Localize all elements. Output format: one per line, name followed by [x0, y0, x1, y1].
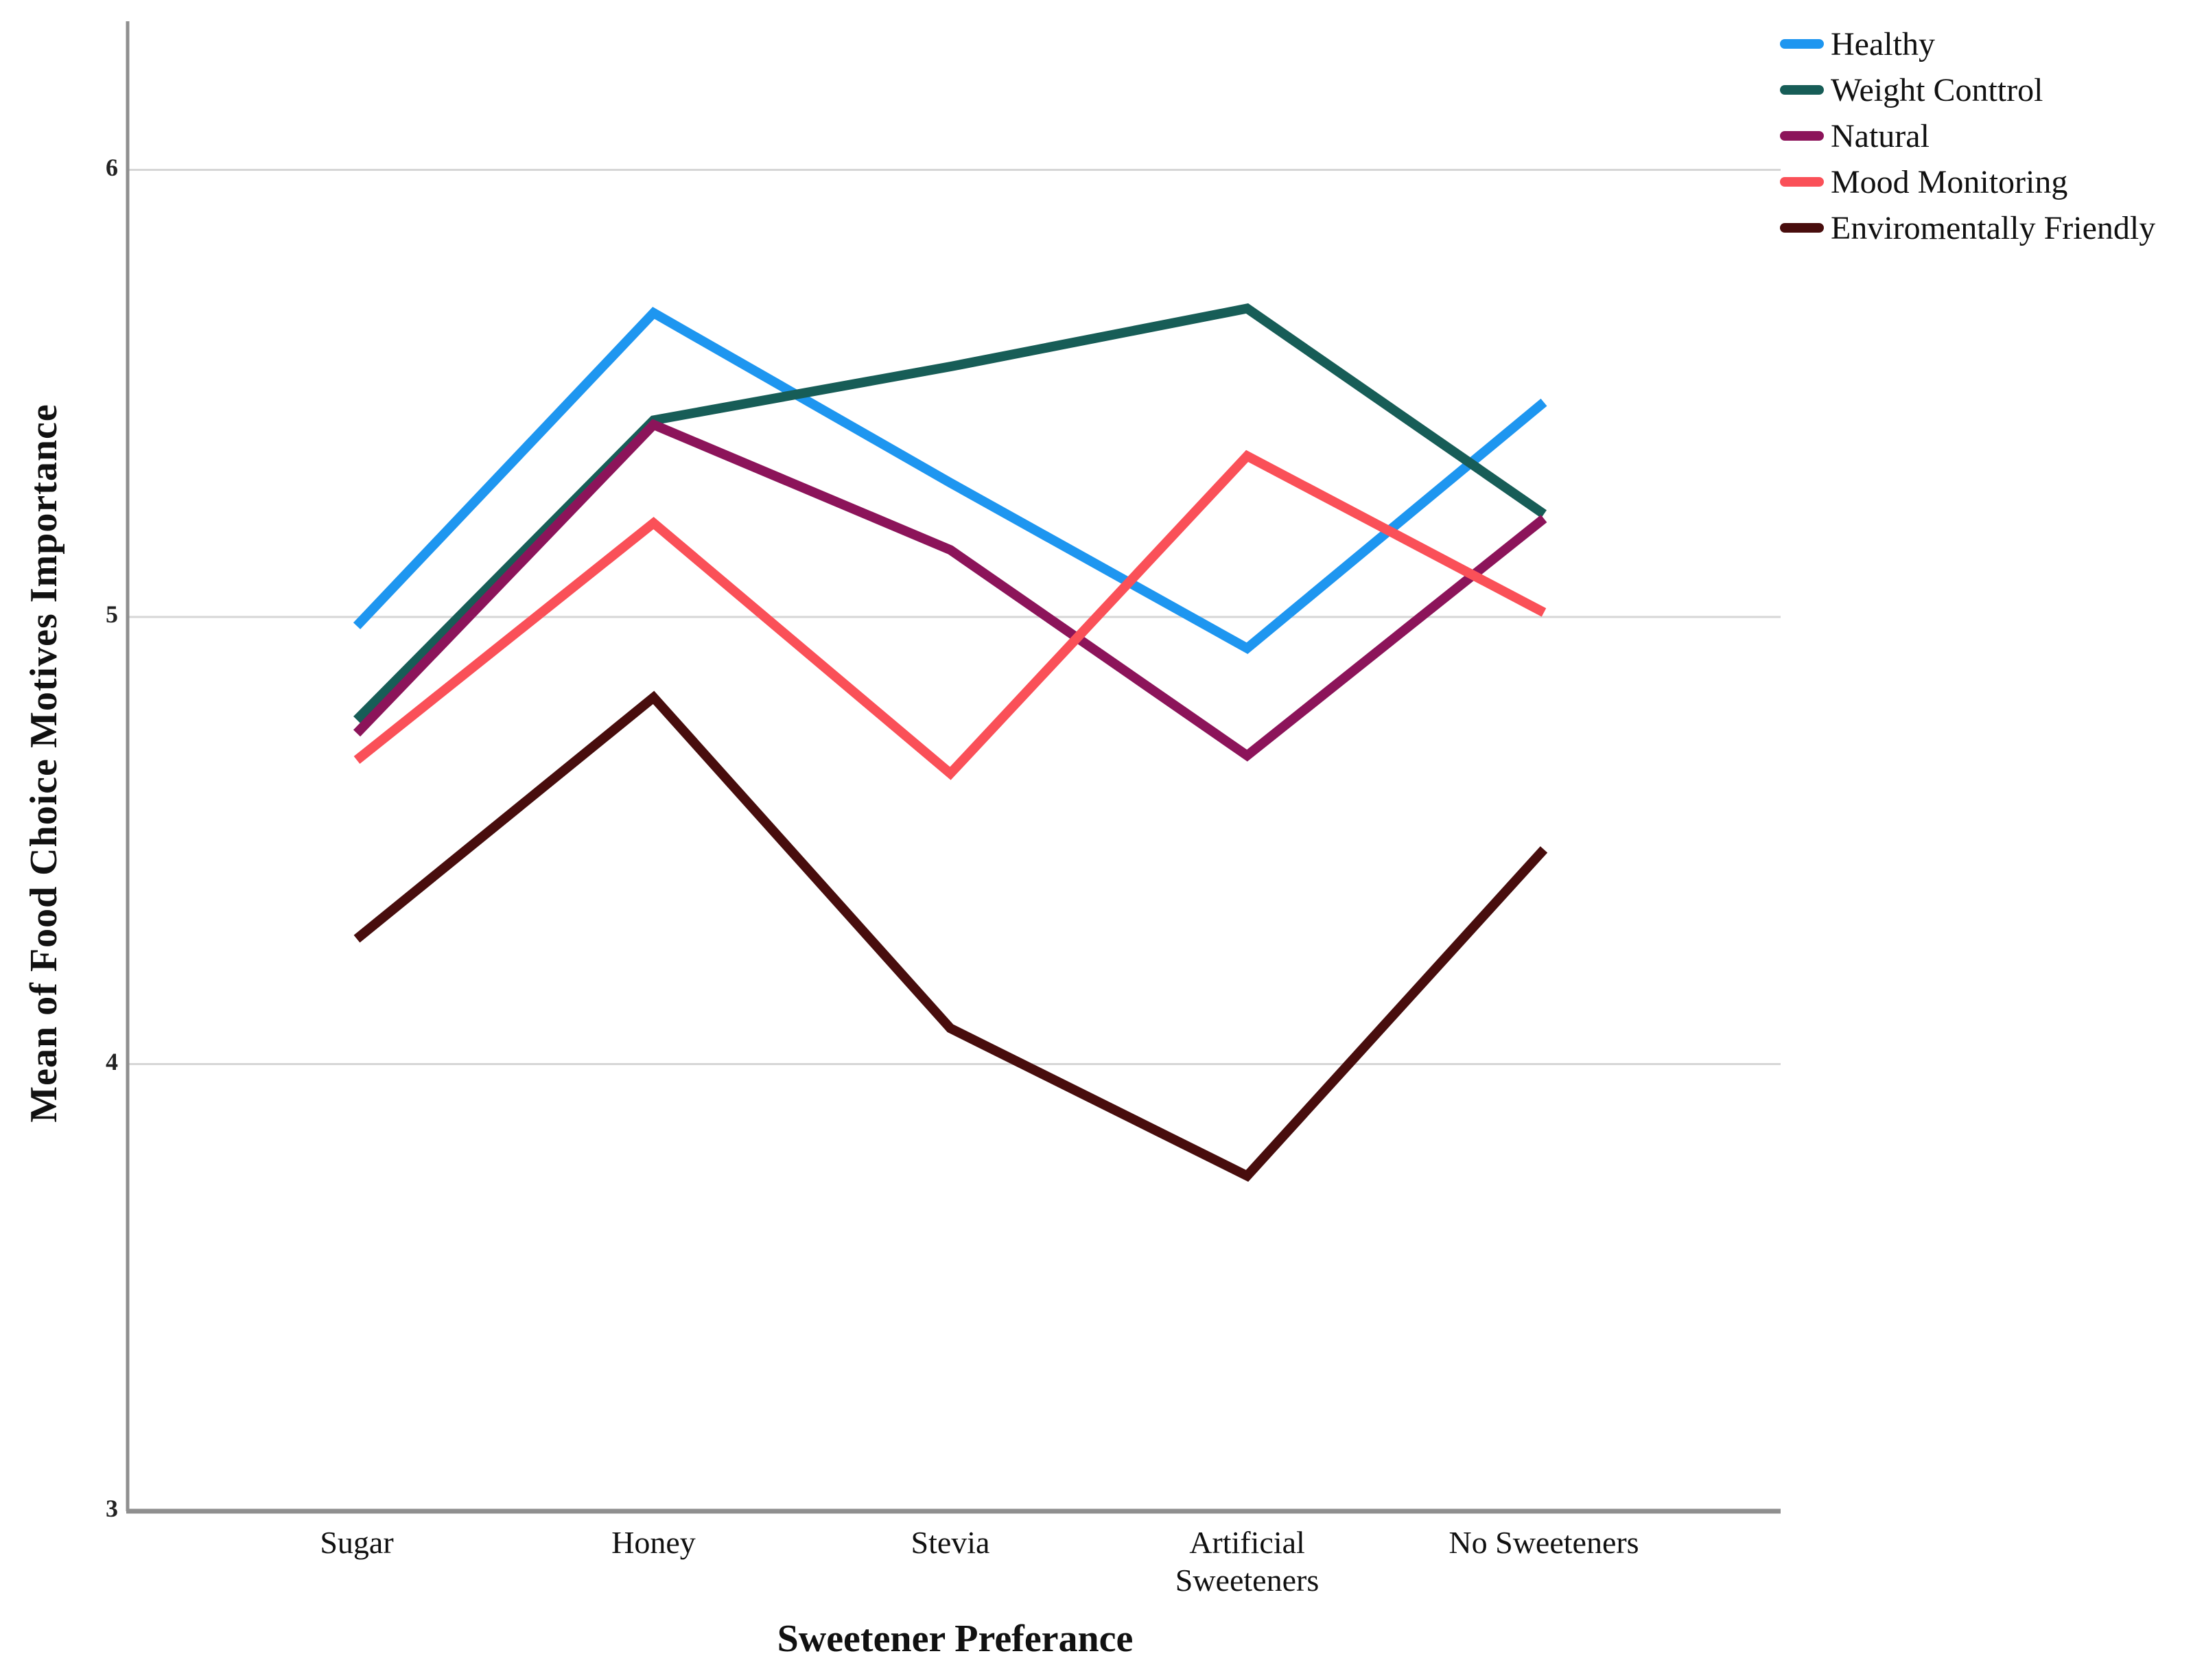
- y-tick-label-4: 4: [106, 1047, 118, 1075]
- series-line-weight-conttrol: [353, 303, 1547, 723]
- legend-label: Enviromentally Friendly: [1831, 209, 2156, 246]
- legend-item-mood-monitoring: Mood Monitoring: [1780, 161, 2067, 203]
- legend-label: Mood Monitoring: [1831, 163, 2068, 200]
- x-tick-label-stevia: Stevia: [911, 1525, 990, 1560]
- series-line-natural: [353, 419, 1547, 762]
- x-tick-label-sugar: Sugar: [320, 1525, 394, 1560]
- series-line-enviromentally-friendly: [353, 690, 1548, 1182]
- legend-swatch-healthy-icon: [1780, 39, 1824, 49]
- y-axis-title: Mean of Food Choice Motives Importance: [23, 404, 65, 1123]
- legend-swatch-enviromentally-friendly-icon: [1780, 223, 1824, 233]
- legend-label: Natural: [1831, 117, 1930, 154]
- legend-label: Weight Conttrol: [1831, 71, 2043, 108]
- legend-label: Healthy: [1831, 25, 1935, 62]
- legend-item-natural: Natural: [1780, 115, 1930, 157]
- legend-item-enviromentally-friendly: Enviromentally Friendly: [1780, 207, 2155, 249]
- legend-item-healthy: Healthy: [1780, 23, 1935, 65]
- series-line-healthy: [353, 307, 1547, 655]
- y-tick-label-5: 5: [106, 600, 118, 628]
- legend-swatch-mood-monitoring-icon: [1780, 177, 1824, 187]
- y-tick-label-3: 3: [106, 1495, 118, 1522]
- legend-swatch-natural-icon: [1780, 131, 1824, 141]
- legend-swatch-weight-control-icon: [1780, 85, 1824, 95]
- x-tick-label-honey: Honey: [611, 1525, 696, 1560]
- x-tick-label-artificial-sweeteners: Artificial Sweeteners: [1175, 1525, 1320, 1598]
- x-tick-label-no-sweeteners: No Sweeteners: [1449, 1525, 1639, 1560]
- legend-item-weight-control: Weight Conttrol: [1780, 69, 2043, 111]
- y-tick-label-6: 6: [106, 153, 118, 181]
- series-line-mood-monitoring: [353, 450, 1547, 780]
- x-axis-title: Sweetener Preferance: [777, 1618, 1134, 1660]
